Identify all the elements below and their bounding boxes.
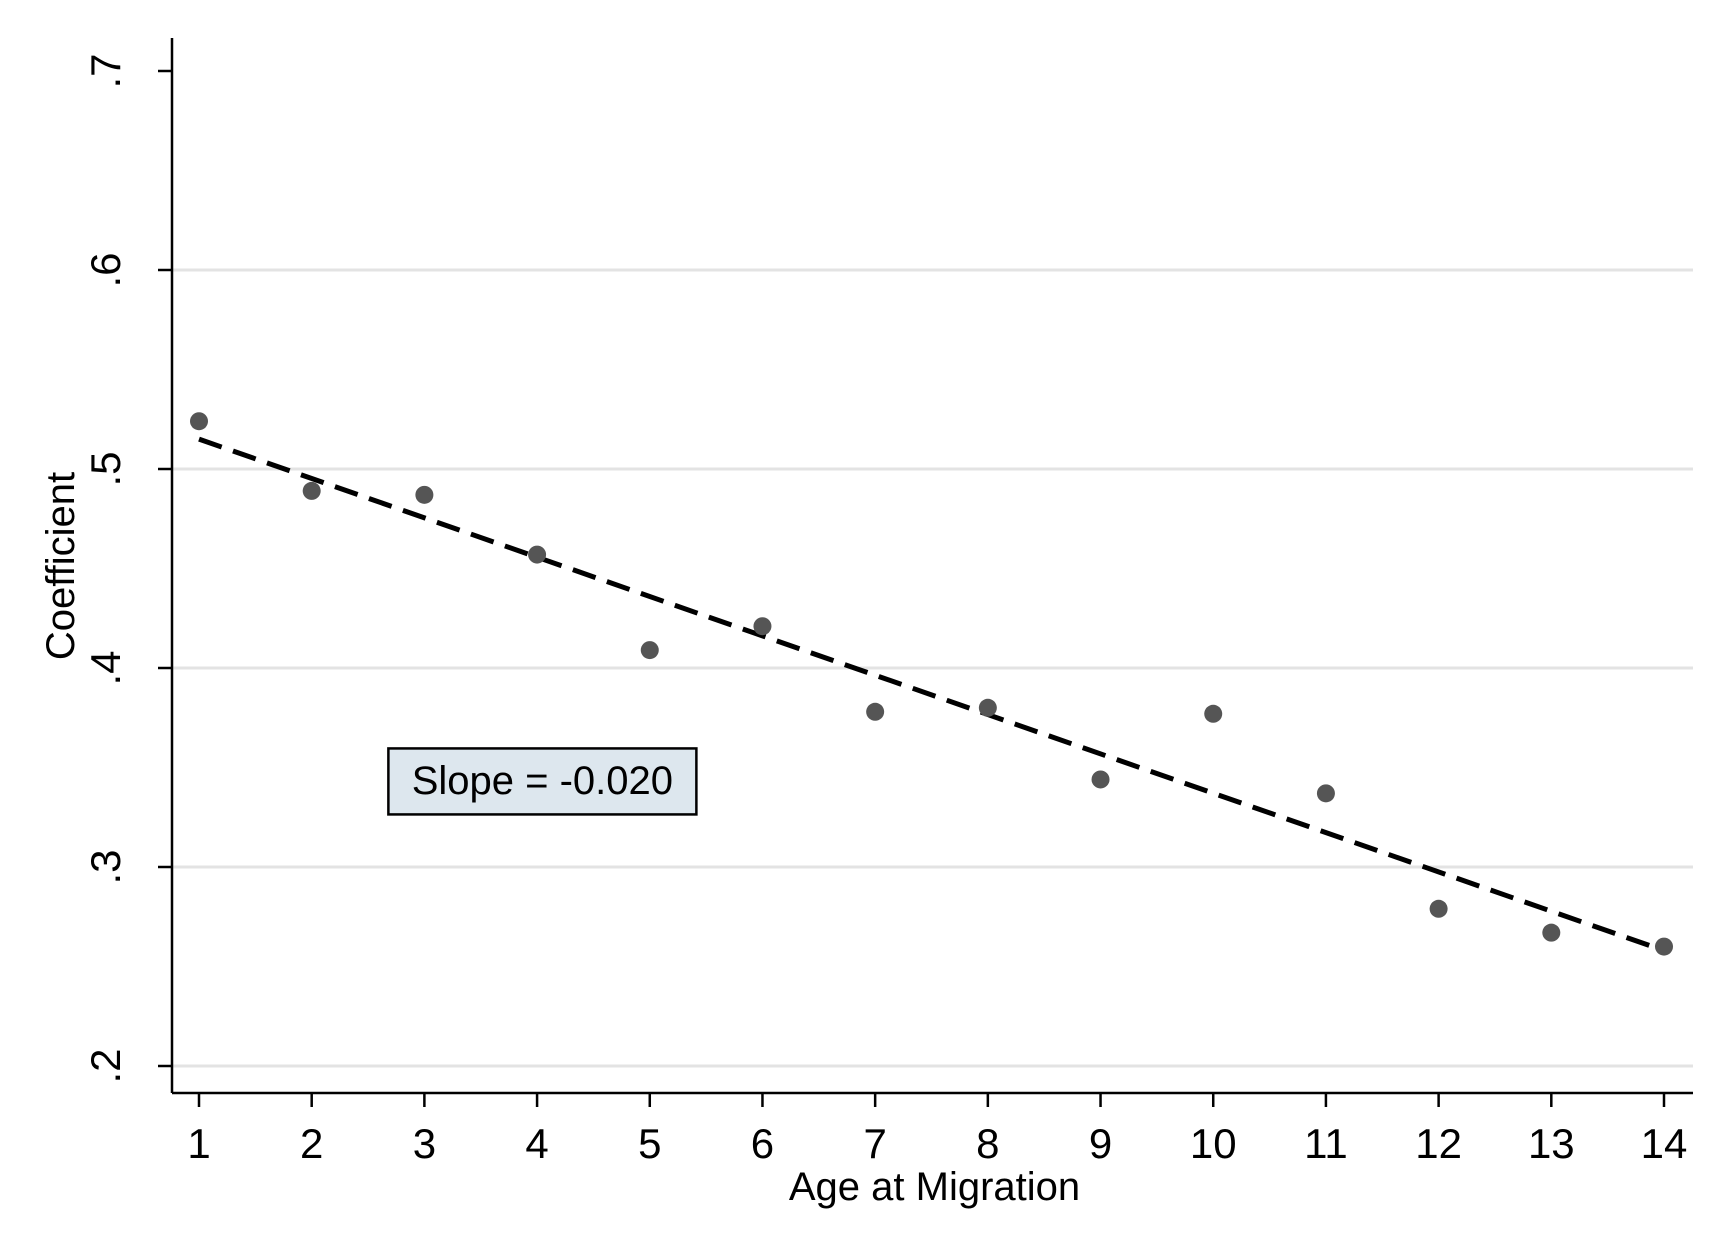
x-tick-label: 8	[976, 1120, 999, 1167]
data-point	[1429, 899, 1448, 918]
x-tick-label: 2	[300, 1120, 323, 1167]
fit-line	[198, 436, 1665, 953]
data-points	[190, 412, 1673, 956]
data-point	[753, 617, 772, 636]
x-tick-label: 7	[863, 1120, 886, 1167]
x-tick-label: 10	[1190, 1120, 1237, 1167]
x-tick-label: 11	[1304, 1120, 1348, 1167]
data-point	[1316, 784, 1335, 803]
data-point	[978, 698, 997, 717]
fit-line-group	[198, 436, 1665, 953]
y-tick-label: .2	[82, 1048, 129, 1083]
x-tick-label: 9	[1089, 1120, 1112, 1167]
x-tick-label: 12	[1415, 1120, 1462, 1167]
y-tick-label: .4	[82, 650, 129, 685]
x-tick-label: 4	[525, 1120, 548, 1167]
axes	[158, 38, 1693, 1107]
x-tick-label: 3	[413, 1120, 436, 1167]
slope-annotation-box	[387, 747, 698, 816]
data-point	[1091, 770, 1110, 789]
y-tick-label: .6	[82, 252, 129, 287]
data-point	[1204, 704, 1223, 723]
y-tick-label: .5	[82, 451, 129, 486]
data-point	[640, 641, 659, 660]
x-tick-label: 6	[751, 1120, 774, 1167]
tick-labels: .2.3.4.5.6.71 2 3 4 5 6 7 8 9 10 11 12 13 14	[82, 53, 1687, 1167]
gridlines	[172, 268, 1693, 1068]
data-point	[528, 545, 547, 564]
data-point	[302, 481, 321, 500]
data-point	[1655, 937, 1673, 956]
y-tick-label: .7	[82, 53, 129, 88]
x-tick-label: 1	[187, 1120, 210, 1167]
slope-annotation-text: Slope = -0.020	[412, 759, 673, 803]
data-point	[1542, 923, 1561, 942]
x-tick-label: 5	[638, 1120, 661, 1167]
data-point	[866, 702, 885, 721]
data-point	[190, 412, 208, 431]
data-point	[415, 485, 434, 504]
y-tick-label: .3	[82, 849, 129, 884]
x-tick-label: 13	[1528, 1120, 1575, 1167]
slope-annotation: Slope = -0.020	[387, 747, 698, 816]
y-axis-title: Coefficient	[39, 472, 83, 660]
x-axis-title: Age at Migration	[789, 1165, 1080, 1209]
x-tick-label: 14	[1641, 1120, 1688, 1167]
